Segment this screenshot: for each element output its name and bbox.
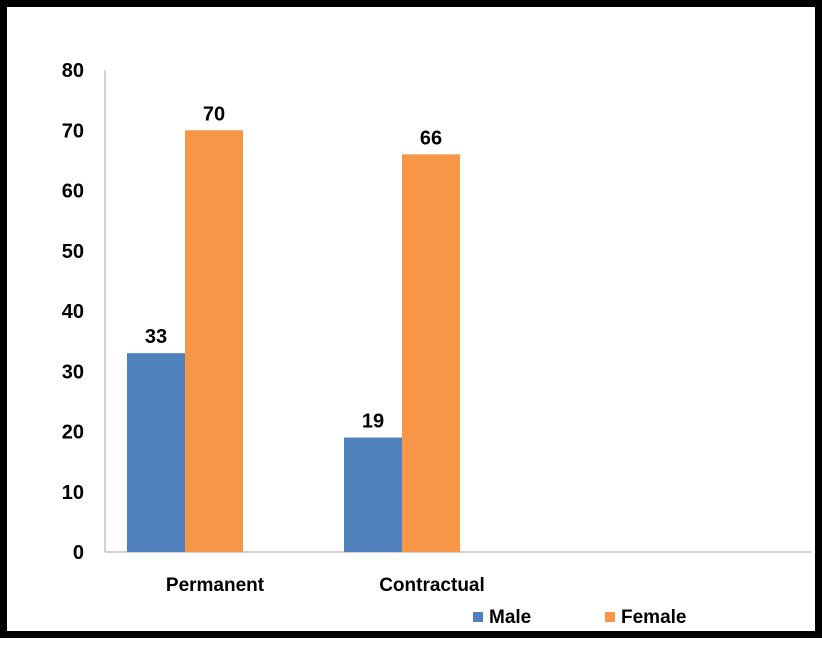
y-axis: 0 10 20 30 40 50 60 70 80	[62, 60, 106, 564]
legend-label-female: Female	[621, 607, 686, 628]
bar-female-permanent	[185, 130, 243, 552]
bar-male-contractual	[344, 437, 402, 552]
bar-male-permanent	[127, 353, 185, 552]
y-tick-label: 60	[62, 181, 84, 203]
y-tick-label: 50	[62, 241, 84, 263]
y-tick-label: 0	[73, 542, 84, 564]
y-tick-label: 40	[62, 301, 84, 323]
legend: Male Female	[473, 607, 686, 628]
data-label: 33	[145, 326, 167, 348]
legend-label-male: Male	[489, 607, 531, 628]
x-tick-label: Permanent	[166, 575, 265, 596]
bar-female-contractual	[402, 154, 460, 552]
legend-swatch-female	[605, 612, 615, 622]
legend-swatch-male	[473, 612, 483, 622]
y-tick-label: 30	[62, 361, 84, 383]
y-tick-label: 10	[62, 482, 84, 504]
data-label: 70	[203, 103, 225, 125]
data-label: 19	[362, 411, 384, 433]
data-label: 66	[420, 127, 442, 149]
bar-chart: 0 10 20 30 40 50 60 70 80 Permanent Contractual 3…	[62, 60, 811, 628]
y-tick-label: 20	[62, 422, 84, 444]
x-axis: Permanent Contractual	[105, 551, 811, 596]
bars	[127, 130, 460, 552]
y-tick-label: 70	[62, 120, 84, 142]
x-tick-label: Contractual	[379, 575, 485, 596]
data-labels: 33 70 19 66	[145, 103, 442, 432]
y-tick-label: 80	[62, 60, 84, 82]
